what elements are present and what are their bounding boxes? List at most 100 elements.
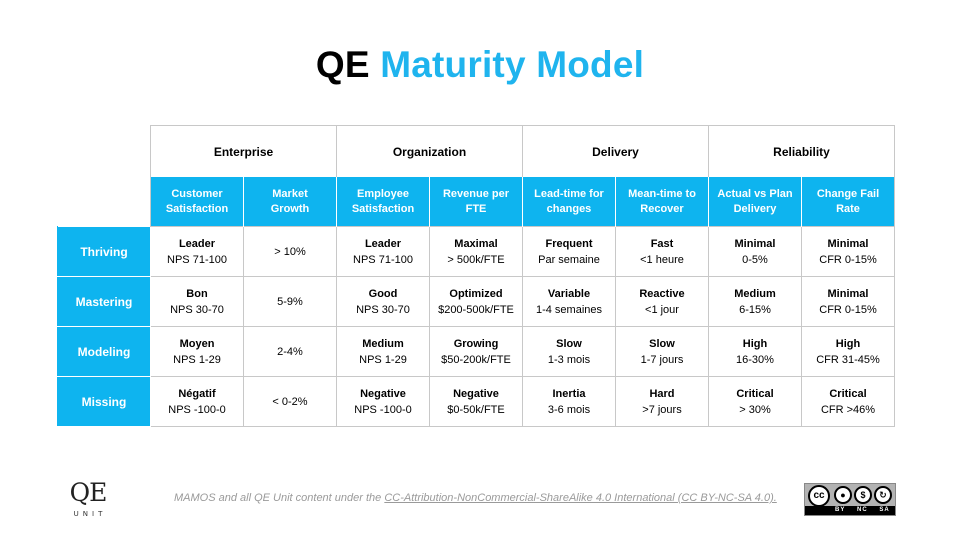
- metric-header-line: Lead-time for: [534, 187, 604, 200]
- metric-header-line: Mean-time to: [628, 187, 696, 200]
- metric-header: Market Growth: [243, 177, 337, 227]
- cell-value: $0-50k/FTE: [447, 403, 505, 416]
- metric-header-line: Revenue per: [442, 187, 510, 200]
- metric-header-line: Satisfaction: [165, 202, 229, 215]
- cell-rating: Minimal: [827, 237, 869, 250]
- cell-rating: Optimized: [449, 287, 503, 300]
- cell-rating: Fast: [650, 237, 674, 250]
- cell-rating: Minimal: [734, 237, 776, 250]
- table-cell: Reactive <1 jour: [615, 276, 709, 327]
- cell-rating: Bon: [186, 287, 208, 300]
- table-cell: Maximal > 500k/FTE: [429, 226, 523, 277]
- table-cell: > 10%: [243, 226, 337, 277]
- level-label: Mastering: [57, 276, 151, 327]
- metric-header-line: Delivery: [733, 202, 777, 215]
- cell-value: > 30%: [739, 403, 771, 416]
- cell-rating: Slow: [556, 337, 582, 350]
- level-label: Thriving: [57, 226, 151, 277]
- noncommercial-icon: $: [854, 486, 872, 504]
- cell-value: > 500k/FTE: [447, 253, 505, 266]
- cell-value: CFR 0-15%: [819, 303, 877, 316]
- logo-text: QE: [69, 478, 108, 507]
- cell-value: NPS 30-70: [170, 303, 224, 316]
- table-cell: Moyen NPS 1-29: [150, 326, 244, 377]
- cell-rating: Good: [368, 287, 398, 300]
- cell-rating: Leader: [364, 237, 402, 250]
- metric-header-line: Actual vs Plan: [717, 187, 793, 200]
- table-cell: Bon NPS 30-70: [150, 276, 244, 327]
- cell-value: 1-4 semaines: [535, 303, 603, 316]
- table-cell: Medium 6-15%: [708, 276, 802, 327]
- cell-value: $50-200k/FTE: [441, 353, 511, 366]
- badge-label-sa: SA: [879, 507, 890, 513]
- table-cell: Good NPS 30-70: [336, 276, 430, 327]
- cell-rating: Critical: [829, 387, 867, 400]
- cell-value: 1-3 mois: [547, 353, 591, 366]
- metric-header: Actual vs Plan Delivery: [708, 177, 802, 227]
- metric-header-line: Employee: [357, 187, 409, 200]
- corner-cell: [57, 177, 151, 227]
- table-cell: Leader NPS 71-100: [336, 226, 430, 277]
- metric-header: Customer Satisfaction: [150, 177, 244, 227]
- cell-value: > 10%: [274, 245, 306, 258]
- table-cell: Hard >7 jours: [615, 376, 709, 427]
- cell-rating: Négatif: [178, 387, 216, 400]
- metric-header: Change Fail Rate: [801, 177, 895, 227]
- cell-value: 3-6 mois: [547, 403, 591, 416]
- cell-value: Par semaine: [538, 253, 600, 266]
- cell-rating: Growing: [453, 337, 499, 350]
- metric-header-line: Market: [272, 187, 308, 200]
- table-cell: Fast <1 heure: [615, 226, 709, 277]
- license-note: MAMOS and all QE Unit content under the …: [174, 492, 777, 504]
- cell-rating: Inertia: [552, 387, 586, 400]
- metric-header-line: Rate: [836, 202, 860, 215]
- cc-license-badge[interactable]: cc ● $ ↻ BY NC SA: [804, 483, 896, 516]
- table-cell: Inertia 3-6 mois: [522, 376, 616, 427]
- cell-value: NPS -100-0: [168, 403, 226, 416]
- table-cell: Slow 1-7 jours: [615, 326, 709, 377]
- metric-header-line: Change Fail: [816, 187, 880, 200]
- table-cell: 2-4%: [243, 326, 337, 377]
- metric-header: Lead-time for changes: [522, 177, 616, 227]
- cell-value: <1 jour: [645, 303, 679, 316]
- cell-value: 1-7 jours: [640, 353, 684, 366]
- level-row: Thriving Leader NPS 71-100 > 10% Leader NPS 7…: [57, 226, 895, 277]
- group-header-enterprise: Enterprise: [150, 125, 337, 177]
- metric-header-line: Customer: [171, 187, 223, 200]
- cc-icon: cc: [808, 485, 830, 507]
- table-cell: 5-9%: [243, 276, 337, 327]
- cell-rating: Negative: [453, 387, 499, 400]
- cell-rating: Negative: [360, 387, 406, 400]
- cell-value: 5-9%: [277, 295, 303, 308]
- level-row: Missing Négatif NPS -100-0 < 0-2% Negative NP…: [57, 376, 895, 427]
- metric-header-line: Satisfaction: [351, 202, 415, 215]
- level-row: Modeling Moyen NPS 1-29 2-4% Medium NPS 1-29 G…: [57, 326, 895, 377]
- cell-value: $200-500k/FTE: [438, 303, 514, 316]
- table-cell: Minimal CFR 0-15%: [801, 276, 895, 327]
- table-cell: High CFR 31-45%: [801, 326, 895, 377]
- table-cell: High 16-30%: [708, 326, 802, 377]
- metric-header: Revenue per FTE: [429, 177, 523, 227]
- cell-rating: Leader: [178, 237, 216, 250]
- metric-header-row: Customer Satisfaction Market Growth Employee…: [57, 177, 895, 227]
- cell-rating: Frequent: [545, 237, 593, 250]
- badge-labels: BY NC SA: [835, 507, 899, 513]
- table-cell: Minimal CFR 0-15%: [801, 226, 895, 277]
- cell-value: CFR >46%: [820, 403, 876, 416]
- table-cell: Variable 1-4 semaines: [522, 276, 616, 327]
- cell-value: 6-15%: [739, 303, 771, 316]
- cell-value: 16-30%: [736, 353, 774, 366]
- qe-unit-logo: QE UNIT: [68, 478, 108, 519]
- table-cell: Optimized $200-500k/FTE: [429, 276, 523, 327]
- title-part2: Maturity Model: [380, 44, 645, 85]
- table-cell: Critical CFR >46%: [801, 376, 895, 427]
- cell-rating: High: [742, 337, 768, 350]
- metric-header-line: Recover: [640, 202, 684, 215]
- cell-value: 0-5%: [742, 253, 768, 266]
- level-label: Missing: [57, 376, 151, 427]
- group-header-row: Enterprise Organization Delivery Reliabi…: [57, 125, 895, 177]
- sharealike-icon: ↻: [874, 486, 892, 504]
- cell-rating: Hard: [649, 387, 675, 400]
- license-link[interactable]: CC-Attribution-NonCommercial-ShareAlike …: [384, 492, 777, 504]
- cell-rating: Critical: [736, 387, 774, 400]
